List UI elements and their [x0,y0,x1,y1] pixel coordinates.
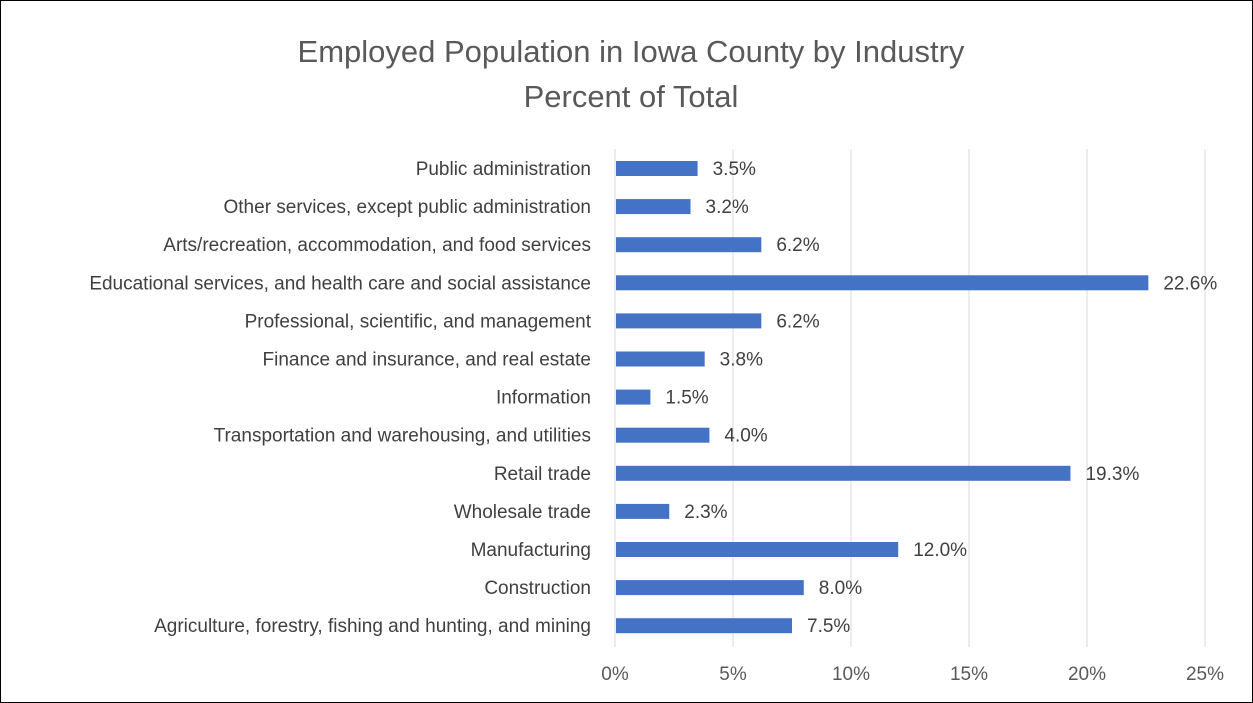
bar [616,465,1071,481]
bar [616,389,651,405]
data-label: 1.5% [665,388,708,409]
data-label: 12.0% [913,540,967,561]
category-label: Other services, except public administra… [224,197,592,218]
category-label: Finance and insurance, and real estate [263,350,592,371]
x-tick-label: 0% [601,664,629,685]
category-label: Agriculture, forestry, fishing and hunti… [154,616,591,637]
data-label: 7.5% [807,616,850,637]
category-label: Educational services, and health care an… [89,273,591,294]
data-label: 3.5% [713,159,756,180]
data-label: 2.3% [684,502,727,523]
category-label: Public administration [416,159,591,180]
category-label: Manufacturing [471,540,591,561]
category-label: Transportation and warehousing, and util… [214,426,591,447]
bar [616,542,899,557]
chart-title: Employed Population in Iowa County by In… [298,34,965,69]
bar [616,199,691,215]
x-tick-label: 15% [950,664,988,685]
data-label: 8.0% [819,578,862,599]
data-label: 6.2% [776,235,819,256]
data-label: 19.3% [1085,464,1139,485]
x-tick-label: 5% [719,664,747,685]
bar [616,427,710,443]
bar [616,351,705,367]
x-tick-label: 20% [1068,664,1106,685]
gridlines [614,149,1206,647]
bar [616,503,670,519]
data-label: 22.6% [1163,273,1217,294]
category-label: Professional, scientific, and management [245,311,592,332]
category-label: Construction [484,578,591,599]
category-label: Wholesale trade [454,502,591,523]
x-tick-label: 25% [1186,664,1224,685]
bar [616,275,1149,291]
category-label: Arts/recreation, accommodation, and food… [163,235,591,256]
bar [616,161,698,176]
bars [616,161,1149,634]
bar [616,618,792,634]
category-label: Retail trade [494,464,591,485]
data-label: 4.0% [724,426,767,447]
labels: 0% 5% 10% 15% 20% 25% Public administration 3.5… [89,159,1224,685]
bar [616,313,762,329]
bar [616,580,804,596]
x-tick-label: 10% [832,664,870,685]
data-label: 3.8% [720,350,763,371]
category-label: Information [496,388,591,409]
bar [616,237,762,253]
data-label: 6.2% [776,311,819,332]
chart-subtitle: Percent of Total [524,79,739,114]
data-label: 3.2% [706,197,749,218]
